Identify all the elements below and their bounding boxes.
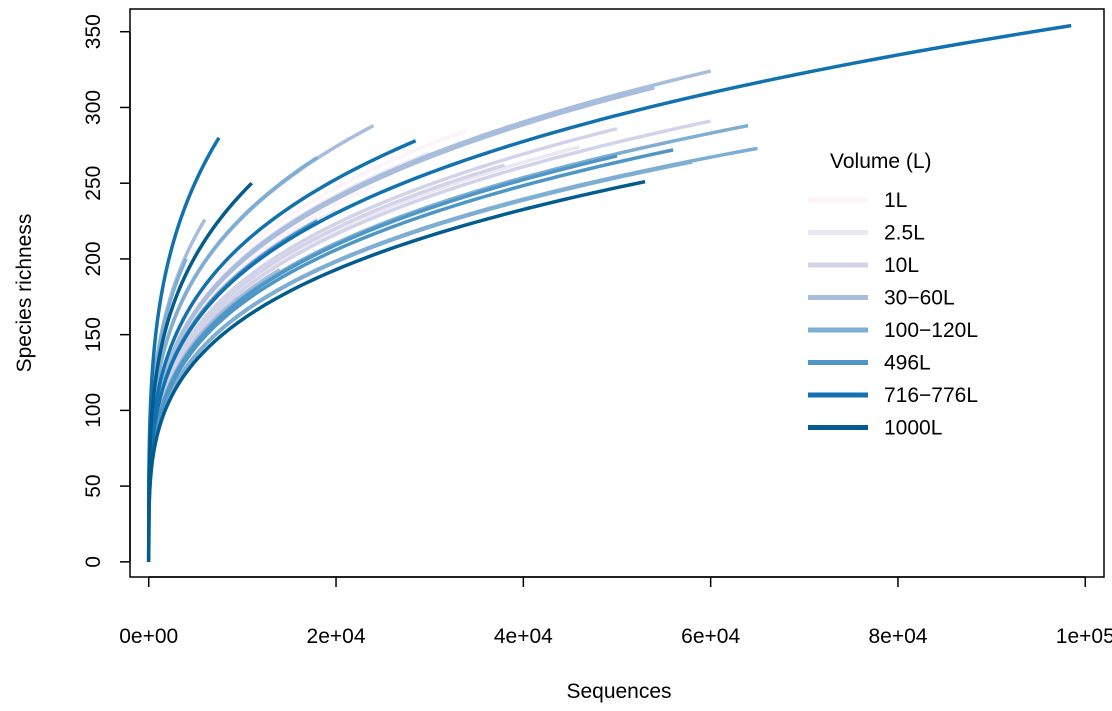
series-curve	[146, 154, 618, 562]
legend-label: 30−60L	[884, 287, 955, 310]
x-axis: 0e+00 2e+04 4e+04 6e+04 8e+04 1e+05	[119, 576, 1112, 648]
x-tick-label: 8e+04	[868, 625, 927, 648]
legend-entries: 1L 2.5L 10L 30−60L 100−120L 496L 716−776L 1000L	[808, 189, 978, 440]
y-tick-label: 350	[82, 14, 105, 49]
x-tick-label: 6e+04	[681, 625, 740, 648]
series-curve	[146, 146, 758, 562]
x-tick-label: 4e+04	[494, 625, 553, 648]
series-curve	[146, 181, 253, 562]
legend: Volume (L) 1L 2.5L 10L 30−60L 100−120L 496L 71…	[808, 150, 978, 440]
legend-label: 496L	[884, 352, 931, 375]
legend-label: 10L	[884, 254, 919, 277]
y-tick-label: 0	[82, 556, 105, 568]
series-curve	[146, 179, 646, 562]
series-curve	[146, 139, 417, 562]
series-curve	[146, 23, 1072, 562]
series-curves	[146, 23, 1072, 562]
x-tick-label: 1e+05	[1056, 625, 1112, 648]
y-tick-label: 200	[82, 241, 105, 276]
y-axis: 0 50 100 150 200 250 300 350	[82, 14, 131, 568]
y-tick-label: 100	[82, 393, 105, 428]
legend-title: Volume (L)	[830, 150, 932, 173]
legend-label: 1L	[884, 189, 907, 212]
x-tick-label: 2e+04	[307, 625, 366, 648]
legend-label: 2.5L	[884, 222, 925, 245]
y-tick-label: 300	[82, 90, 105, 125]
y-tick-label: 50	[82, 474, 105, 497]
y-axis-label: Species richness	[13, 214, 36, 373]
legend-label: 1000L	[884, 417, 942, 440]
series-curve	[146, 160, 693, 562]
legend-label: 100−120L	[884, 319, 978, 342]
series-curve	[146, 136, 221, 562]
y-tick-label: 150	[82, 317, 105, 352]
x-axis-label: Sequences	[566, 680, 671, 703]
legend-label: 716−776L	[884, 384, 978, 407]
y-tick-label: 250	[82, 166, 105, 201]
x-tick-label: 0e+00	[119, 625, 178, 648]
